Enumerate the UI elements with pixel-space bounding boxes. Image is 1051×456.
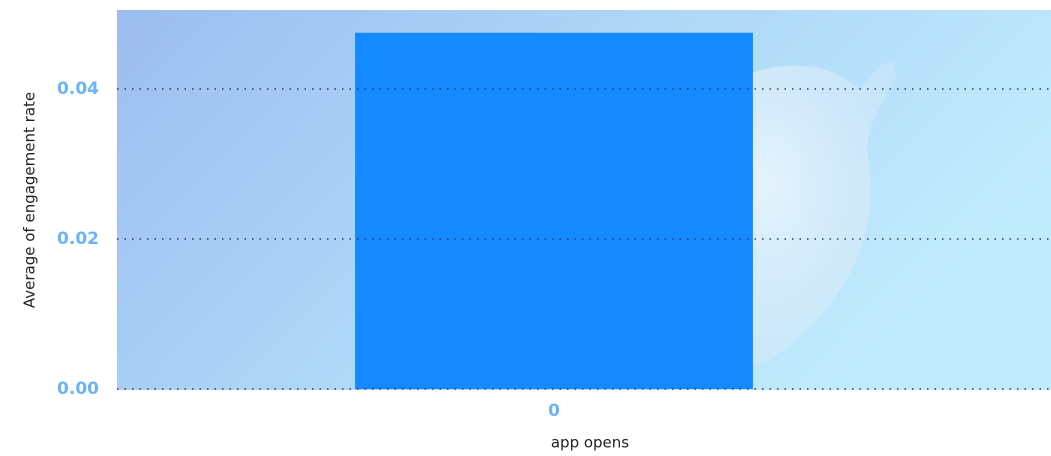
y-tick-label: 0.02 — [57, 229, 99, 249]
bar — [355, 32, 753, 389]
x-tick-label: 0 — [548, 401, 560, 421]
y-tick-label: 0.00 — [57, 379, 99, 399]
y-tick-label: 0.04 — [57, 79, 99, 99]
x-axis-title: app opens — [551, 434, 629, 452]
y-axis-title: Average of engagement rate — [21, 92, 39, 308]
